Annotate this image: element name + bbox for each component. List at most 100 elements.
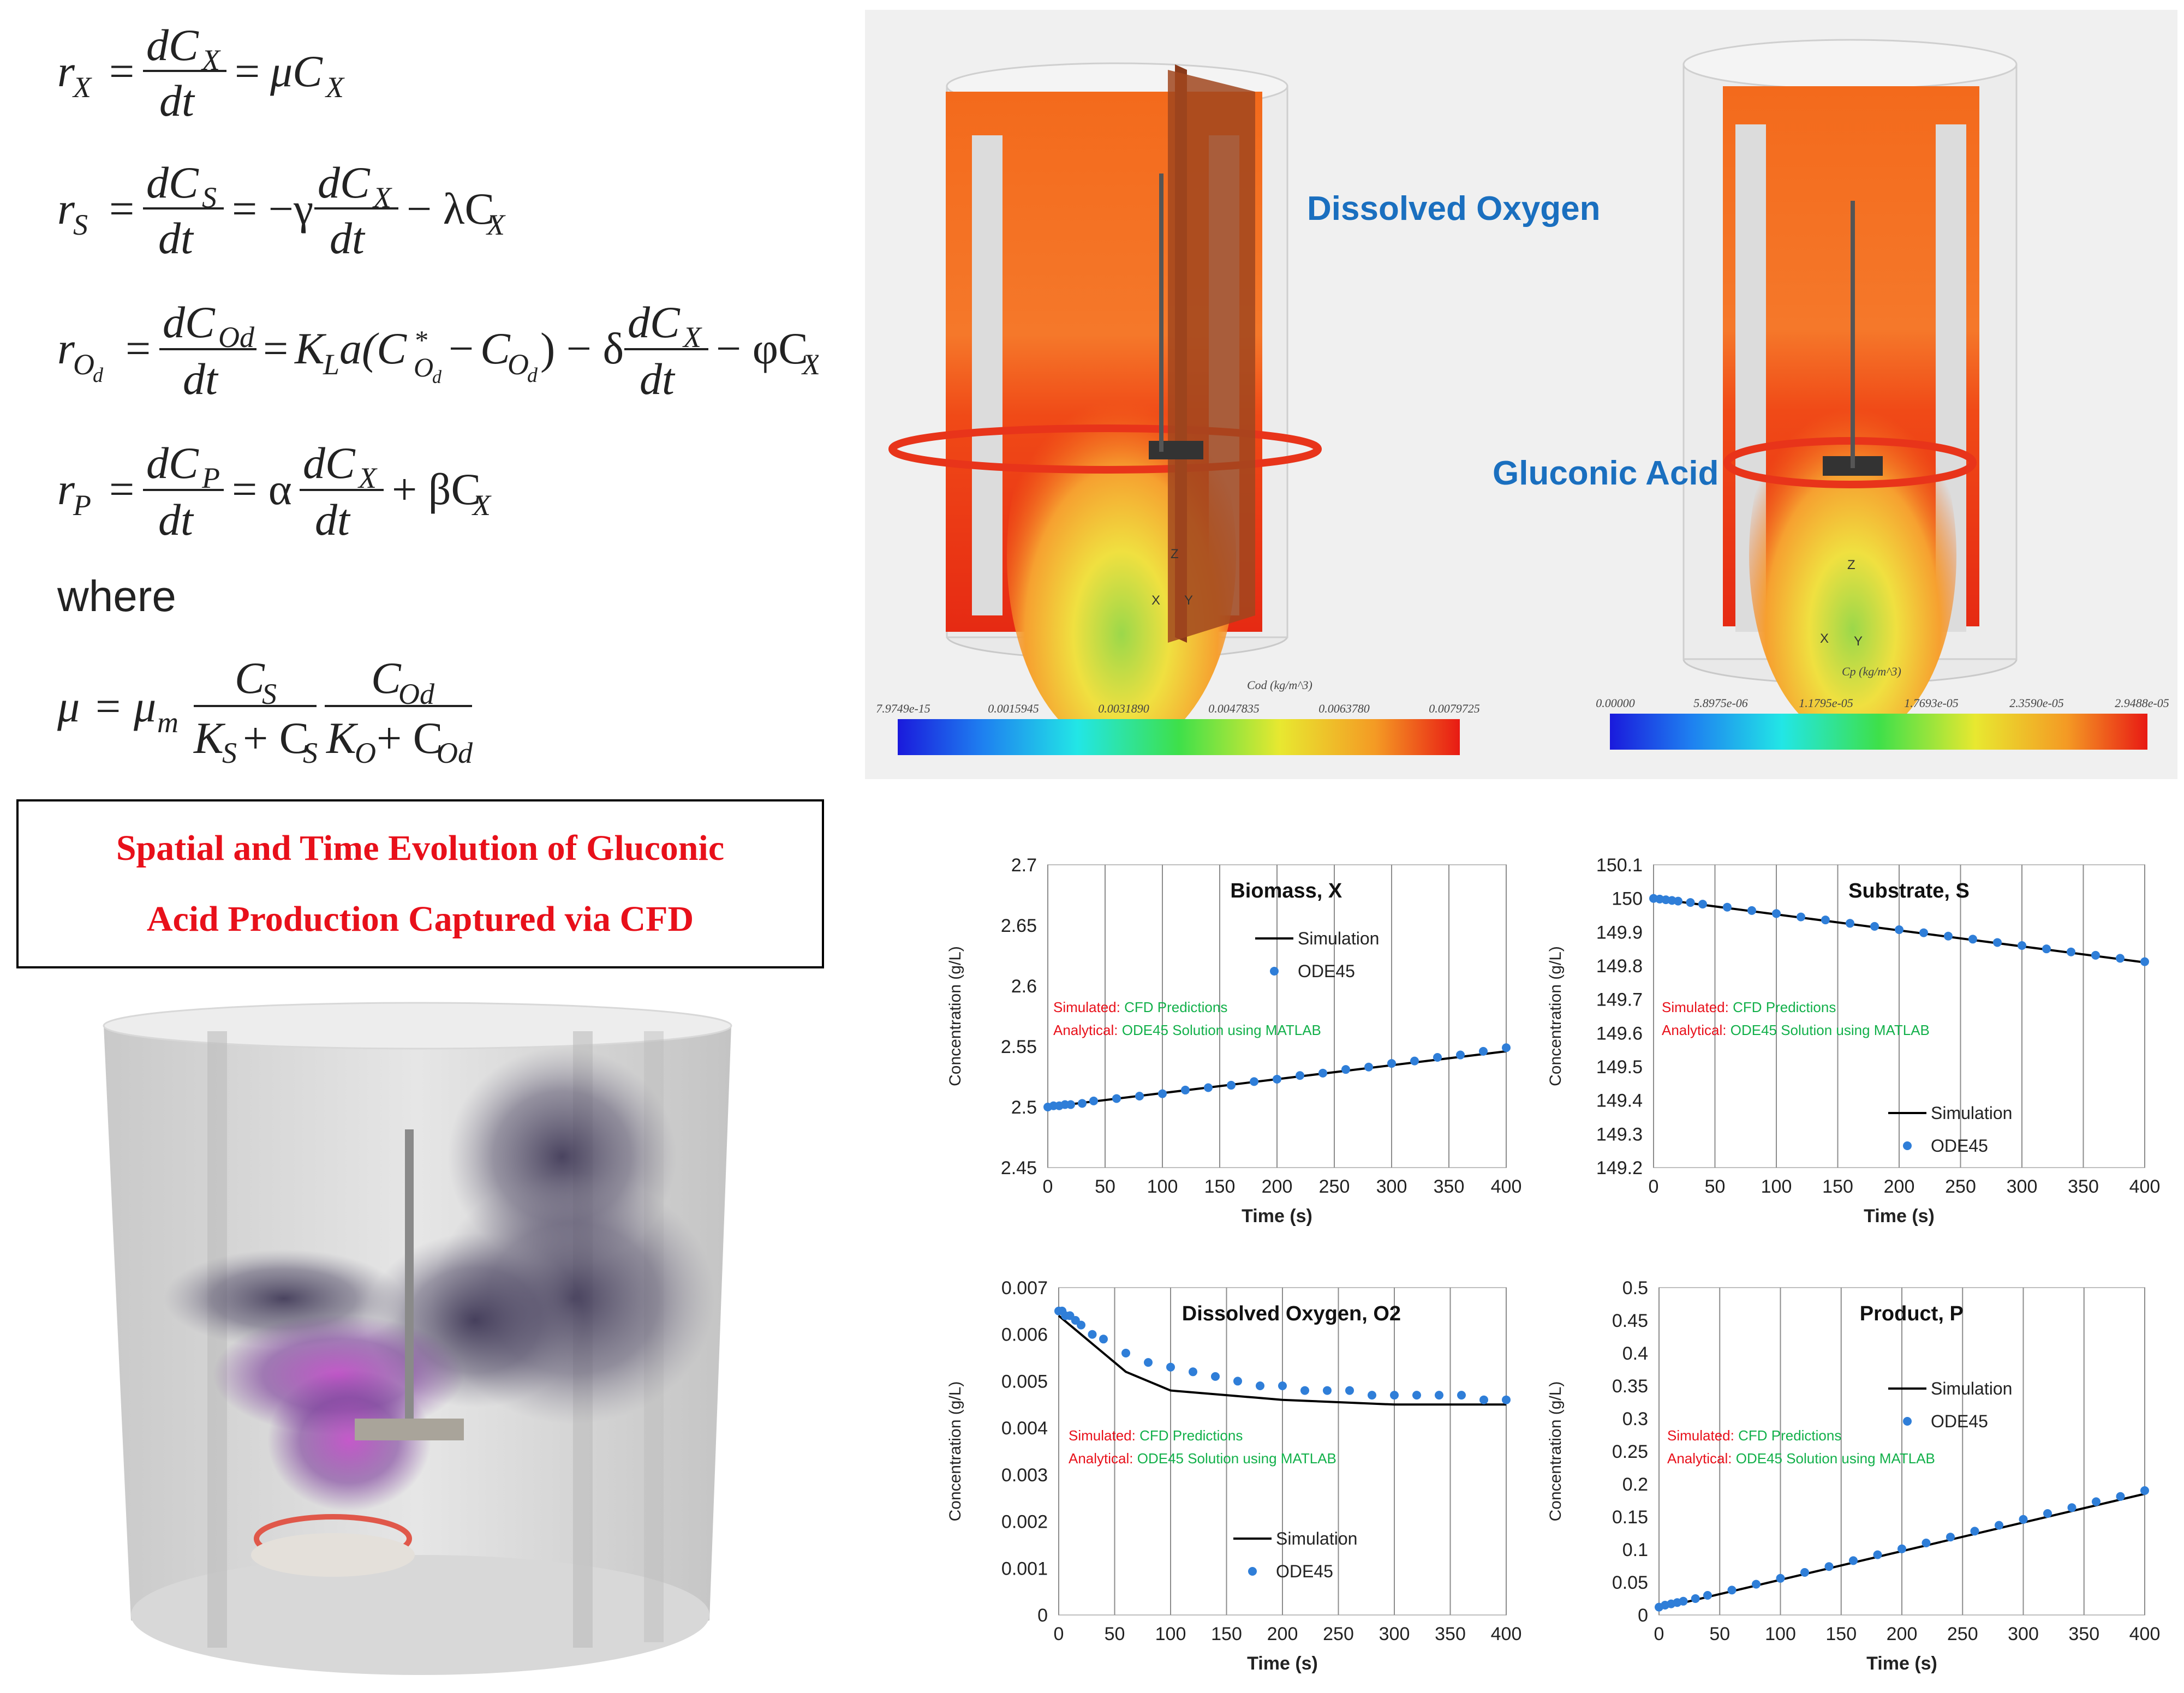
colorbar-right: Cp (kg/m^3) 0.00000 5.8975e-06 1.1795e-05 1… xyxy=(1596,665,2169,750)
colorbar-tick-label: 0.0047835 xyxy=(1208,702,1260,715)
ode45-point xyxy=(1824,1562,1834,1571)
y-tick-label: 2.6 xyxy=(1011,976,1037,997)
svg-text:=: = xyxy=(263,324,288,373)
annotation-analytical: Analytical: ODE45 Solution using MATLAB xyxy=(1069,1450,1336,1467)
ode45-point xyxy=(1089,1096,1098,1105)
y-tick-label: 0.5 xyxy=(1622,1278,1648,1299)
ode45-point xyxy=(1686,898,1695,907)
ode45-point xyxy=(1435,1391,1443,1400)
x-tick-label: 400 xyxy=(2129,1624,2161,1644)
ode45-point xyxy=(2116,954,2125,963)
y-tick-label: 0.35 xyxy=(1612,1376,1648,1397)
y-tick-label: 149.8 xyxy=(1596,956,1643,977)
ode45-point xyxy=(1088,1330,1097,1339)
ode45-point xyxy=(1479,1395,1488,1404)
svg-text:O: O xyxy=(414,352,433,382)
y-tick-label: 0.007 xyxy=(1001,1278,1048,1299)
ode45-point xyxy=(1895,925,1903,935)
svg-text:dt: dt xyxy=(158,495,194,545)
ode45-point xyxy=(1166,1362,1175,1372)
x-axis-title: Time (s) xyxy=(1864,1206,1935,1227)
svg-text:dt: dt xyxy=(315,495,351,545)
svg-text:− λC: − λC xyxy=(407,184,494,234)
ode45-point xyxy=(1364,1062,1373,1072)
legend-ode-swatch xyxy=(1248,1567,1257,1576)
ode45-point xyxy=(1479,1046,1488,1056)
ode45-point xyxy=(1204,1083,1213,1092)
ode45-point xyxy=(2043,1509,2052,1518)
x-tick-label: 150 xyxy=(1825,1624,1857,1644)
svg-text:K: K xyxy=(294,324,327,373)
svg-text:dC: dC xyxy=(146,158,199,207)
axis-y-right: Y xyxy=(1854,634,1863,649)
ode45-point xyxy=(1390,1391,1399,1400)
ode45-point xyxy=(1752,1580,1761,1589)
y-tick-label: 0.2 xyxy=(1622,1474,1648,1495)
chart-product: 0 50 100 150 200 250 300 350 400 0 0.05 0.1 0.15 0.2 0… xyxy=(1547,1278,2161,1674)
x-tick-label: 250 xyxy=(1319,1176,1350,1197)
y-tick-label: 149.9 xyxy=(1596,922,1643,943)
svg-text:dC: dC xyxy=(303,438,356,488)
colorbar-left-title: Cod (kg/m^3) xyxy=(1247,678,1312,692)
x-tick-label: 0 xyxy=(1054,1624,1064,1644)
y-tick-label: 2.55 xyxy=(1001,1037,1037,1057)
ode45-point xyxy=(1821,916,1830,925)
ode45-point xyxy=(1897,1544,1906,1553)
x-tick-label: 350 xyxy=(1434,1176,1465,1197)
ode45-point xyxy=(1158,1089,1167,1098)
x-tick-label: 400 xyxy=(2129,1176,2161,1197)
svg-text:μC: μC xyxy=(270,46,323,96)
y-tick-label: 149.4 xyxy=(1596,1091,1643,1111)
colorbar-tick-label: 1.7693e-05 xyxy=(1904,696,1959,710)
ode45-point xyxy=(1318,1068,1327,1078)
tank-dissolved-oxygen: X Y Z xyxy=(888,62,1322,752)
ode45-point xyxy=(1968,935,1977,944)
ode45-point xyxy=(1457,1391,1466,1400)
ode45-point xyxy=(1189,1367,1197,1377)
svg-text:+ C: + C xyxy=(243,713,309,763)
ode45-point xyxy=(1698,900,1707,909)
svg-text:L: L xyxy=(323,348,339,381)
x-tick-label: 50 xyxy=(1709,1624,1730,1644)
ode45-point xyxy=(1341,1065,1350,1074)
svg-text:a(C: a(C xyxy=(339,324,407,373)
x-tick-label: 0 xyxy=(1043,1176,1053,1197)
equation-rx: rX = dC X dt = μC X xyxy=(57,20,345,125)
svg-text:dC: dC xyxy=(146,20,199,70)
colorbar-tick-label: 0.0015945 xyxy=(988,702,1039,715)
ode45-point xyxy=(2019,1515,2028,1524)
ode45-point xyxy=(1873,1550,1882,1559)
ode45-point xyxy=(1797,912,1805,922)
title-line-1: Spatial and Time Evolution of Gluconic xyxy=(116,828,725,868)
chart-title: Dissolved Oxygen, O2 xyxy=(1182,1302,1401,1325)
y-tick-label: 150.1 xyxy=(1596,855,1643,876)
x-tick-label: 200 xyxy=(1267,1624,1298,1644)
ode45-point xyxy=(1679,1596,1688,1606)
x-tick-label: 150 xyxy=(1822,1176,1853,1197)
svg-text:Od: Od xyxy=(437,737,473,769)
ode45-point xyxy=(1410,1056,1419,1066)
ode45-point xyxy=(1250,1077,1258,1086)
y-tick-label: 0.005 xyxy=(1001,1371,1048,1392)
colorbar-tick-label: 1.1795e-05 xyxy=(1799,696,1853,710)
svg-text:= α: = α xyxy=(232,464,292,514)
ode45-point xyxy=(1723,902,1732,912)
ode45-point xyxy=(1066,1100,1075,1109)
x-tick-label: 0 xyxy=(1649,1176,1659,1197)
y-tick-label: 0.001 xyxy=(1001,1558,1048,1579)
svg-text:dC: dC xyxy=(318,158,371,207)
ode45-point xyxy=(2140,957,2149,966)
ode45-point xyxy=(2091,950,2100,960)
svg-text:d: d xyxy=(432,367,442,387)
ode45-point xyxy=(1412,1391,1421,1400)
title-line-2: Acid Production Captured via CFD xyxy=(146,899,694,939)
x-axis-title: Time (s) xyxy=(1866,1653,1937,1674)
ode45-point xyxy=(1121,1349,1130,1357)
svg-text:=: = xyxy=(235,46,260,96)
x-tick-label: 0 xyxy=(1654,1624,1664,1644)
annotation-analytical: Analytical: ODE45 Solution using MATLAB xyxy=(1662,1022,1930,1038)
y-tick-label: 0.3 xyxy=(1622,1409,1648,1429)
ode45-point xyxy=(2092,1497,2101,1506)
ode45-point xyxy=(1387,1059,1396,1068)
ode45-point xyxy=(1703,1591,1712,1600)
